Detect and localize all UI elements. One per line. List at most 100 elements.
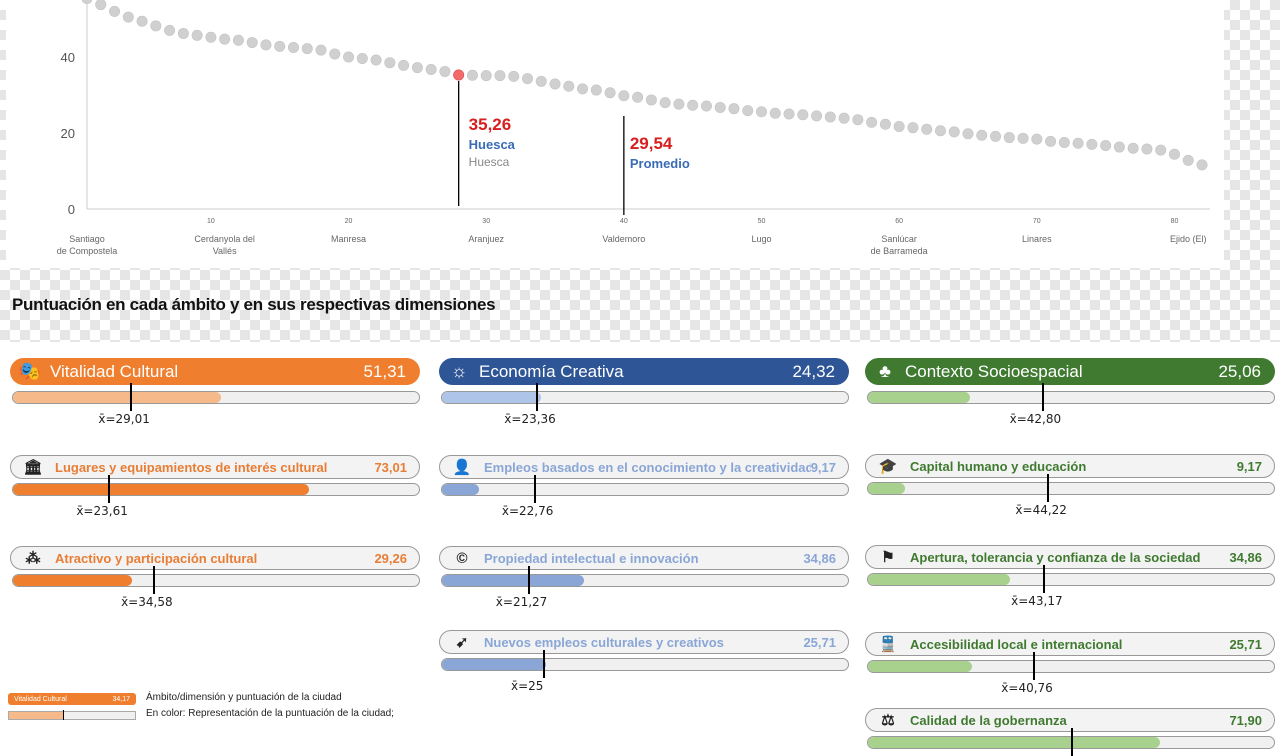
data-point [549,78,561,90]
data-point [756,106,768,118]
dimension-item: 🎓 Capital humano y educación 9,17 [865,454,1275,478]
data-point [659,97,671,109]
score-bar-fill [13,575,132,586]
dimension-item-score: 25,71 [803,634,836,650]
data-point [1127,142,1139,154]
museum-building-icon: 🏛 [23,459,43,476]
average-label: x̄=22,76 [501,504,554,518]
y-tick-label: 40 [61,50,75,65]
data-point [398,59,410,71]
data-point [1045,135,1057,147]
data-point [439,65,451,77]
data-point [535,75,547,87]
x-tick-label: 80 [1171,218,1179,225]
category-label: Linares [1022,234,1052,244]
data-point [219,33,231,45]
data-point [976,129,988,141]
average-marker [527,566,530,594]
data-point [466,69,478,81]
average-marker [108,475,111,503]
score-bar [867,391,1275,404]
people-group-icon: ⁂ [25,550,41,567]
dimension-item-score: 9,17 [810,459,836,475]
rocket-icon: ➹ [455,634,469,651]
category-label: Ejido (El) [1170,234,1207,244]
average-label: x̄=25 [511,679,544,693]
data-point [1100,140,1112,152]
section-title: Puntuación en cada ámbito y en sus respe… [12,295,496,314]
data-point [1182,154,1194,166]
data-point [370,54,382,66]
average-marker [543,650,545,678]
average-marker [1071,728,1073,756]
category-label: de Barrameda [871,246,928,256]
category-label: Manresa [331,234,366,244]
data-point [109,5,121,17]
data-point [577,83,589,95]
person-icon: 👤 [452,459,472,476]
data-point [673,98,685,110]
data-point [150,20,162,32]
dimension-item: 🚆 Accesibilidad local e internacional 25,7… [865,632,1275,656]
data-point [797,109,809,121]
score-bar [12,483,420,496]
average-marker [1043,565,1046,593]
score-bar-fill [442,392,541,403]
data-point [81,0,93,4]
lightbulb-gear-icon: ☼ [450,361,468,381]
dimension-item: ➹ Nuevos empleos culturales y creativos 25… [439,630,849,654]
average-label: x̄=29,01 [98,412,150,426]
average-marker [1041,383,1044,411]
dimension-item: ⚑ Apertura, tolerancia y confianza de la … [865,545,1275,569]
score-bar-fill [442,575,584,586]
x-tick-label: 10 [207,218,215,225]
data-point [811,110,823,122]
x-tick-label: 60 [895,218,903,225]
average-label: x̄=23,36 [504,412,556,426]
category-label: Aranjuez [468,234,504,244]
data-point [838,112,850,124]
data-point [411,62,423,74]
average-name-label: Promedio [630,156,690,171]
data-point [921,123,933,135]
average-marker [1033,652,1036,680]
data-point [563,80,575,92]
data-point [301,43,313,55]
data-point [934,125,946,137]
data-point [246,37,258,49]
score-bar [12,574,420,587]
data-point [700,100,712,112]
data-point [1031,133,1043,145]
dot-chart-svg: 0 20 40 10 20 30 40 50 60 70 80 Santiago de Composte… [57,0,1210,256]
data-point [1113,141,1125,153]
dimension-header-score: 51,31 [363,361,406,381]
data-point [728,103,740,115]
score-bar-fill [13,392,222,403]
average-marker [130,383,133,411]
dimension-item-score: 34,86 [1229,549,1262,565]
data-point [632,91,644,103]
legend: Vitalidad Cultural 34,17 Ámbito/dimensió… [8,692,428,720]
x-tick-label: 20 [345,218,353,225]
dimension-item-score: 25,71 [1229,636,1262,652]
data-point [742,105,754,117]
dimension-item-score: 71,90 [1229,712,1262,728]
score-bar-fill [868,392,970,403]
average-marker [153,566,156,594]
score-bar-fill [442,484,480,495]
dimension-item-label: Empleos basados en el conocimiento y la … [484,459,811,475]
dimension-item-score: 34,86 [803,550,836,566]
data-point [274,40,286,52]
data-point [769,107,781,119]
data-point [177,27,189,39]
score-bar [441,658,849,671]
legend-text-2: En color: Representación de la puntuació… [146,708,394,719]
data-point [1168,148,1180,160]
y-tick-label: 20 [61,126,75,141]
dimension-item: 🏛 Lugares y equipamientos de interés cult… [10,455,420,479]
legend-mini-fill [9,712,64,719]
data-point [990,130,1002,142]
dimension-item-score: 9,17 [1236,458,1262,474]
dimension-item-label: Apertura, tolerancia y confianza de la s… [910,549,1201,565]
legend-text-1: Ámbito/dimensión y puntuación de la ciud… [146,692,342,703]
